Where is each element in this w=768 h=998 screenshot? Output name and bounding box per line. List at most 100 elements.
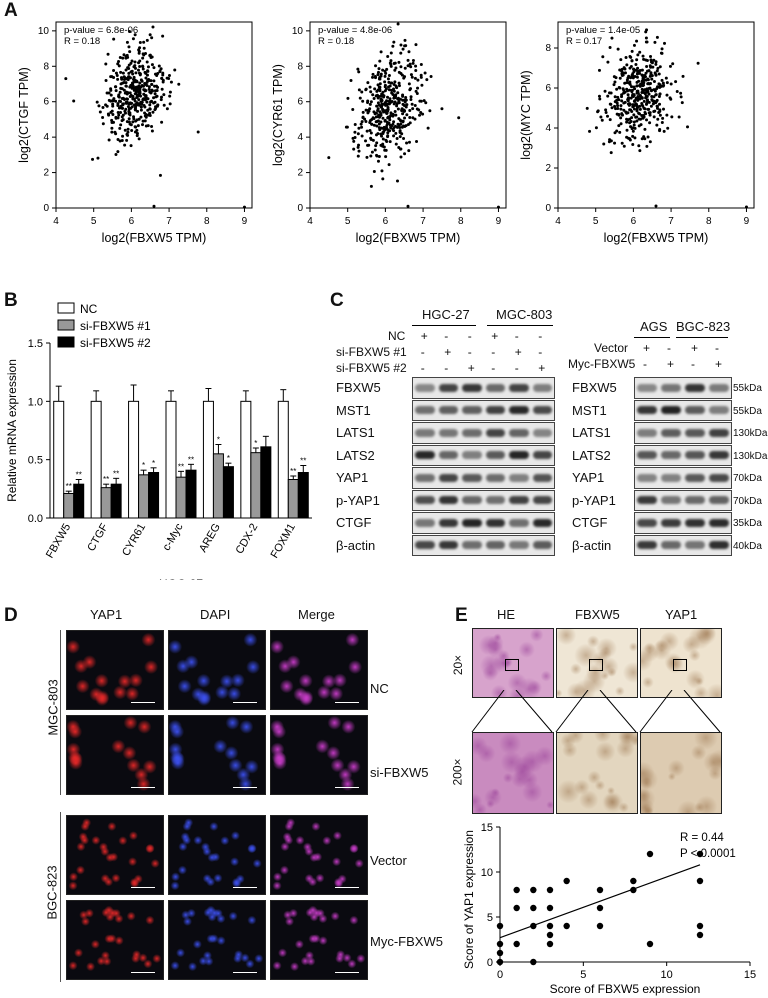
blot-band xyxy=(685,451,705,460)
scatter-point xyxy=(388,61,392,65)
scatter-point xyxy=(391,93,395,97)
scatter-point xyxy=(403,38,407,42)
scatter-point xyxy=(633,126,637,130)
scatter-point xyxy=(530,922,537,930)
scatter-point xyxy=(117,60,121,64)
significance-mark: ** xyxy=(113,469,119,478)
scatter-point xyxy=(157,64,161,68)
scatter-point xyxy=(160,120,164,124)
scatter-point xyxy=(137,84,141,88)
scatter-point xyxy=(645,28,649,32)
scatter-point xyxy=(119,111,123,115)
scale-bar xyxy=(131,887,155,888)
scatter-point xyxy=(632,107,636,111)
scatter-point xyxy=(378,110,382,114)
scatter-point xyxy=(513,886,520,894)
scatter-point xyxy=(133,66,137,70)
scatter-point xyxy=(615,87,619,91)
scatter-point xyxy=(616,47,620,51)
scatter-point xyxy=(639,82,643,86)
blot-band xyxy=(415,406,435,415)
ihc-image xyxy=(556,732,638,814)
scatter-point xyxy=(381,90,385,94)
scatter-point xyxy=(384,71,388,75)
scatter-point xyxy=(658,102,662,106)
scatter-point xyxy=(118,90,122,94)
scatter-point xyxy=(118,126,122,130)
scatter-point xyxy=(669,82,673,86)
protein-label: FBXW5 xyxy=(336,380,381,395)
scatter-point xyxy=(626,93,630,97)
scatter-point xyxy=(626,97,630,101)
blot-band xyxy=(661,383,681,392)
bar xyxy=(175,476,187,519)
lane-sign: + xyxy=(715,357,723,371)
scatter-point xyxy=(640,96,644,100)
scatter-point xyxy=(408,108,412,112)
scatter-point xyxy=(638,104,642,108)
scatter-point xyxy=(126,133,130,137)
scatter-point xyxy=(422,99,426,103)
scatter-point xyxy=(634,115,638,119)
scatter-point xyxy=(401,112,405,116)
blot-band xyxy=(485,496,505,505)
scatter-point xyxy=(156,103,160,107)
scatter-point xyxy=(623,71,627,75)
scatter-point xyxy=(394,66,398,70)
scatter-point xyxy=(152,101,156,105)
scatter-point xyxy=(655,104,659,108)
scatter-point xyxy=(402,76,406,80)
scatter-point xyxy=(148,114,152,118)
scatter-point xyxy=(409,97,413,101)
row-label-myc-fbxw5: Myc-FBXW5 xyxy=(568,357,636,371)
scatter-point xyxy=(620,141,624,145)
scatter-point xyxy=(620,74,624,78)
scatter-point xyxy=(643,127,647,131)
scatter-point xyxy=(406,58,410,62)
blot-strip xyxy=(412,444,555,466)
scatter-point xyxy=(646,107,650,111)
kda-label: 40kDa xyxy=(733,540,762,552)
x-axis-label: Score of FBXW5 expression xyxy=(550,982,701,996)
kda-label: 35kDa xyxy=(733,518,762,529)
scatter-point xyxy=(133,33,137,37)
scatter-point xyxy=(104,78,108,82)
scatter-point xyxy=(130,128,134,132)
blot-band xyxy=(415,518,435,527)
scatter-point xyxy=(620,93,624,97)
scatter-point xyxy=(646,89,650,93)
scatter-point xyxy=(646,135,650,139)
scatter-point xyxy=(638,71,642,75)
blot-band xyxy=(637,541,657,550)
blot-band xyxy=(661,406,681,415)
scatter-point xyxy=(138,81,142,85)
scatter-point xyxy=(398,135,402,139)
scatter-point xyxy=(386,55,390,59)
scatter-point xyxy=(327,156,331,160)
western-blot-right: AGS BGC-823 Vector Myc-FBXW5 + - + - - + - + FB… xyxy=(568,305,768,556)
scatter-point xyxy=(649,65,653,69)
fluorescence-image xyxy=(168,715,266,795)
scatter-point xyxy=(158,173,162,177)
scatter-point xyxy=(345,125,349,129)
bar xyxy=(90,400,102,519)
fluorescence-image xyxy=(66,815,164,895)
scatter-point xyxy=(530,886,537,894)
blot-band xyxy=(661,496,681,505)
scatter-point xyxy=(359,122,363,126)
blot-strip xyxy=(412,422,555,444)
category-label: FOXM1 xyxy=(269,522,298,561)
bar xyxy=(277,400,289,519)
blot-band xyxy=(462,406,482,415)
scatter-point xyxy=(652,58,656,62)
scatter-point xyxy=(346,96,350,100)
lane-sign: - xyxy=(420,345,425,359)
x-axis-label: log2(FBXW5 TPM) xyxy=(356,231,461,245)
scatter-point xyxy=(645,87,649,91)
scatter-point xyxy=(155,74,159,78)
scatter-point xyxy=(637,79,641,83)
scatter-point xyxy=(638,50,642,54)
scatter-point xyxy=(152,79,156,83)
scatter-point xyxy=(392,40,396,44)
col-label-fbxw5: FBXW5 xyxy=(575,607,620,622)
